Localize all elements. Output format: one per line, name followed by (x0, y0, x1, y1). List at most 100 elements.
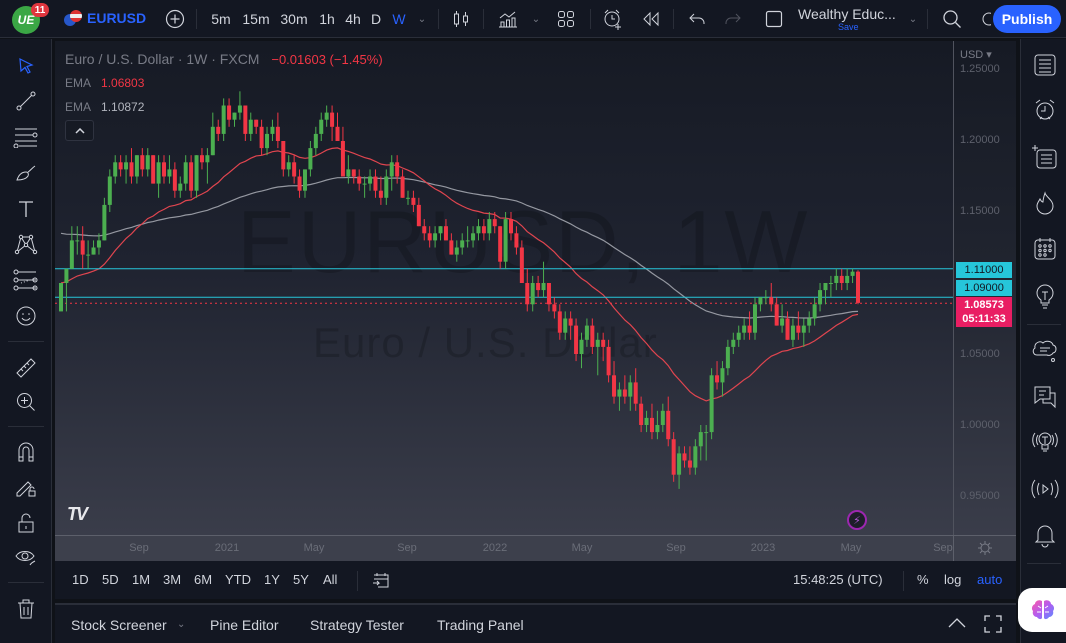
range-5y[interactable]: 5Y (293, 572, 309, 587)
publish-button[interactable]: Publish (993, 5, 1061, 33)
trend-line-tool[interactable] (10, 85, 42, 117)
range-ytd[interactable]: YTD (225, 572, 251, 587)
interval-5m[interactable]: 5m (211, 11, 231, 27)
range-3m[interactable]: 3M (163, 572, 182, 587)
candle-body (210, 126, 215, 156)
utc-clock[interactable]: 15:48:25 (UTC) (793, 572, 883, 587)
notifications-button[interactable] (1030, 520, 1060, 550)
icons-tool[interactable] (10, 300, 42, 332)
range-1d[interactable]: 1D (72, 572, 89, 587)
candlestick-chart[interactable] (55, 41, 953, 535)
percent-scale-toggle[interactable]: % (917, 572, 929, 587)
pattern-tool[interactable] (10, 228, 42, 260)
log-scale-toggle[interactable]: log (944, 572, 962, 587)
chart-settings-button[interactable] (977, 540, 993, 556)
range-6m[interactable]: 6M (194, 572, 213, 587)
auto-scale-toggle[interactable]: auto (977, 572, 1003, 587)
redo-button[interactable] (722, 0, 744, 38)
indicators-dropdown-chevron-icon[interactable]: ⌄ (531, 13, 541, 25)
interval-d[interactable]: D (370, 11, 382, 27)
layouts-button[interactable] (555, 0, 577, 38)
chart-type-button[interactable] (450, 0, 472, 38)
compare-symbol-button[interactable] (163, 0, 187, 38)
collapse-legend-button[interactable] (65, 120, 94, 141)
go-to-date-button[interactable] (372, 571, 390, 589)
layout-dropdown-chevron-icon[interactable]: ⌄ (908, 13, 918, 25)
tab-strategy-tester[interactable]: Strategy Tester (310, 617, 404, 633)
messages-button[interactable] (1030, 382, 1060, 412)
hline-price-tag-1110: 1.11000 (956, 262, 1012, 278)
separator (1027, 324, 1061, 325)
fullscreen-layout-button[interactable] (763, 0, 785, 38)
live-streams-button[interactable] (1030, 474, 1060, 504)
lightning-event-icon[interactable]: ⚡ (847, 510, 867, 530)
candle-body (736, 332, 741, 340)
expand-panel-button[interactable] (947, 617, 967, 629)
ai-assistant-button[interactable] (1018, 588, 1066, 632)
zoom-in-tool[interactable] (10, 386, 42, 418)
lock-drawings-pencil-tool[interactable] (10, 471, 42, 503)
create-alert-button[interactable] (601, 0, 625, 38)
indicators-button[interactable] (497, 0, 519, 38)
tab-stock-screener[interactable]: Stock Screener (71, 617, 167, 633)
screener-dropdown-chevron-icon[interactable]: ⌄ (177, 619, 186, 630)
tradingview-logo[interactable]: TV (67, 504, 88, 524)
search-button[interactable] (940, 0, 964, 38)
replay-button[interactable] (640, 0, 662, 38)
hide-drawings-tool[interactable] (10, 541, 42, 573)
text-tool[interactable] (10, 193, 42, 225)
cursor-tool[interactable] (10, 50, 42, 82)
price-axis[interactable]: USD ▾ 1.25000 1.20000 1.15000 1.05000 1.0000… (953, 41, 1016, 535)
range-1y[interactable]: 1Y (264, 572, 280, 587)
tab-trading-panel[interactable]: Trading Panel (437, 617, 524, 633)
ema-legend-slow[interactable]: EMA 1.10872 (65, 100, 144, 114)
forecast-tool[interactable] (10, 264, 42, 296)
search-icon (943, 10, 961, 28)
date-range-bar: 1D 5D 1M 3M 6M YTD 1Y 5Y All 15:48:25 (U… (55, 561, 1016, 599)
time-axis[interactable]: Sep 2021 May Sep 2022 May Sep 2023 May Sep (55, 535, 1016, 562)
range-all[interactable]: All (323, 572, 338, 587)
legend-title[interactable]: Euro / U.S. Dollar · 1W · FXCM (65, 51, 260, 67)
ideas-stream-button[interactable] (1030, 427, 1060, 457)
remove-drawings-tool[interactable] (10, 593, 42, 625)
candle-body (834, 275, 839, 283)
object-tree-button[interactable] (1030, 142, 1060, 172)
candle-body (140, 155, 145, 170)
calendar-button[interactable] (1030, 234, 1060, 264)
magnet-tool[interactable] (10, 436, 42, 468)
settings-button[interactable] (977, 0, 991, 38)
fib-tool[interactable] (10, 121, 42, 153)
range-1m[interactable]: 1M (132, 572, 151, 587)
ema-fast-line (60, 147, 859, 402)
watchlist-button[interactable] (1030, 50, 1060, 80)
candle-body (340, 141, 345, 177)
interval-30m[interactable]: 30m (280, 11, 308, 27)
interval-4h[interactable]: 4h (345, 11, 361, 27)
interval-w[interactable]: W (392, 11, 406, 27)
candle-body (498, 226, 503, 262)
brush-tool[interactable] (10, 157, 42, 189)
interval-15m[interactable]: 15m (242, 11, 270, 27)
candle-body (346, 169, 351, 177)
interval-dropdown-chevron-icon[interactable]: ⌄ (417, 13, 427, 25)
interval-1h[interactable]: 1h (319, 11, 335, 27)
hotlists-button[interactable] (1030, 188, 1060, 218)
symbol-search-button[interactable]: EURUSD (64, 10, 146, 26)
layout-name[interactable]: Wealthy Educ... (798, 6, 896, 22)
chart-pane[interactable]: EURUSD, 1W Euro / U.S. Dollar Euro / U.S… (55, 41, 953, 535)
candle-body (194, 155, 199, 191)
alerts-button[interactable] (1030, 95, 1060, 125)
ema-legend-fast[interactable]: EMA 1.06803 (65, 76, 144, 90)
tab-pine-editor[interactable]: Pine Editor (210, 617, 279, 633)
candle-body (199, 155, 204, 163)
range-5d[interactable]: 5D (102, 572, 119, 587)
lock-all-tool[interactable] (10, 507, 42, 539)
currency-selector[interactable]: USD ▾ (960, 49, 992, 61)
maximize-panel-button[interactable] (984, 615, 1002, 633)
ideas-button[interactable] (1030, 281, 1060, 311)
chats-button[interactable] (1030, 335, 1060, 365)
measure-tool[interactable] (10, 352, 42, 384)
save-link[interactable]: Save (838, 22, 859, 32)
undo-button[interactable] (686, 0, 708, 38)
